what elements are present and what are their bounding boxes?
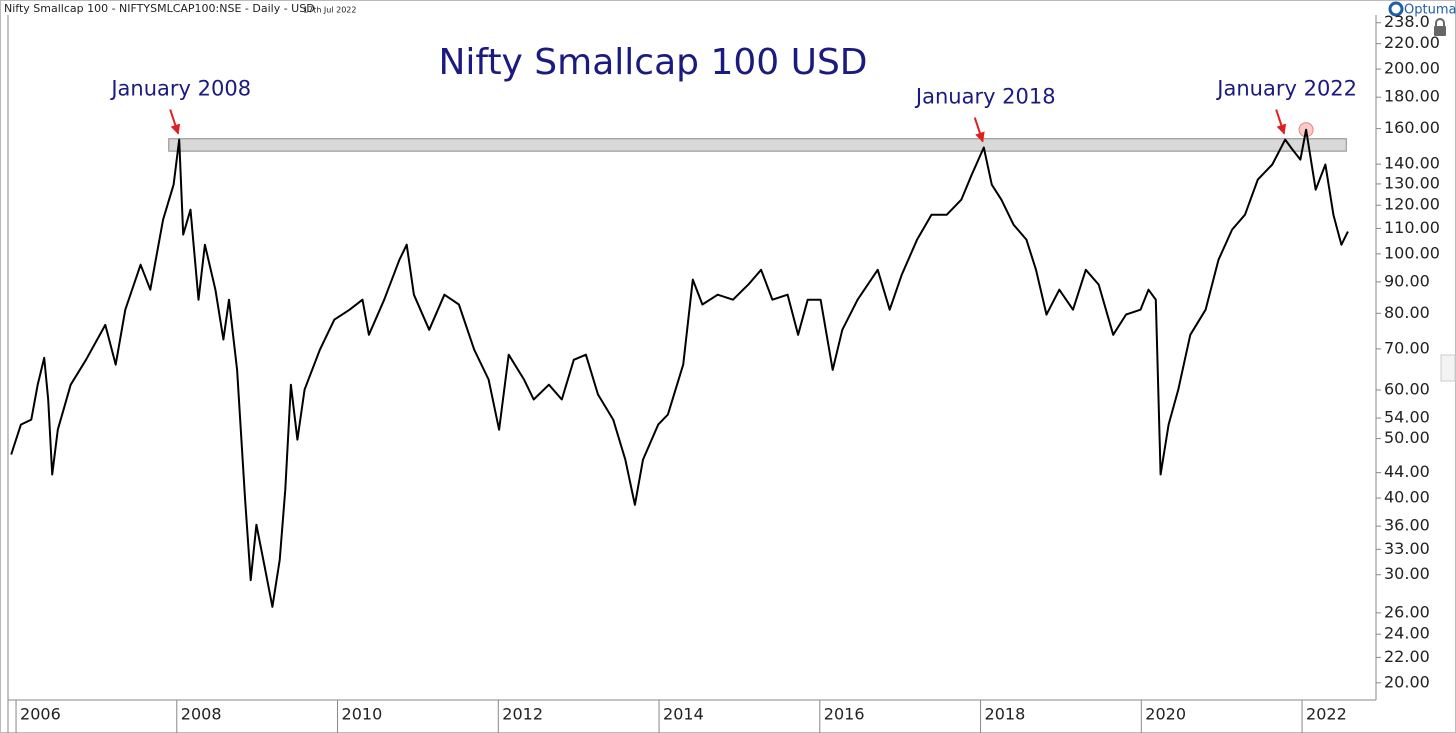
x-tick-label: 2018	[985, 705, 1026, 724]
brand: Optuma	[1404, 3, 1456, 18]
x-tick-label: 2020	[1145, 705, 1186, 724]
y-tick-label: 30.00	[1384, 564, 1430, 583]
y-tick-label: 100.00	[1384, 243, 1440, 262]
resistance-band	[168, 138, 1347, 152]
header-title: Nifty Smallcap 100 - NIFTYSMLCAP100:NSE …	[4, 2, 315, 15]
y-tick-label: 24.00	[1384, 624, 1430, 643]
y-tick-label: 160.00	[1384, 118, 1440, 137]
annotation-arrow	[973, 117, 985, 143]
x-tick-label: 2010	[342, 705, 383, 724]
lock-icon	[1435, 18, 1445, 26]
x-tick-label: 2016	[824, 705, 865, 724]
annotation-label: January 2022	[1215, 77, 1357, 101]
y-tick-label: 33.00	[1384, 539, 1430, 558]
header-date: 17th Jul 2022	[303, 6, 356, 15]
y-tick-label: 50.00	[1384, 428, 1430, 447]
y-tick-label: 140.00	[1384, 154, 1440, 173]
x-tick-label: 2008	[181, 705, 222, 724]
annotation-label: January 2018	[914, 85, 1056, 109]
annotation-arrow	[1275, 109, 1287, 135]
lock-icon	[1434, 26, 1446, 36]
annotation-label: January 2008	[109, 77, 251, 101]
y-tick-label: 80.00	[1384, 303, 1430, 322]
y-tick-label: 54.00	[1384, 408, 1430, 427]
y-tick-label: 40.00	[1384, 488, 1430, 507]
y-tick-label: 238.0	[1384, 12, 1430, 31]
y-tick-label: 60.00	[1384, 379, 1430, 398]
y-tick-label: 220.00	[1384, 33, 1440, 52]
x-tick-label: 2006	[20, 705, 61, 724]
y-tick-label: 70.00	[1384, 338, 1430, 357]
y-tick-label: 26.00	[1384, 602, 1430, 621]
y-tick-label: 22.00	[1384, 647, 1430, 666]
y-tick-label: 90.00	[1384, 271, 1430, 290]
y-tick-label: 36.00	[1384, 516, 1430, 535]
annotation-arrow	[169, 109, 181, 135]
x-tick-label: 2014	[663, 705, 704, 724]
y-tick-label: 130.00	[1384, 173, 1440, 192]
y-tick-label: 20.00	[1384, 672, 1430, 691]
y-tick-label: 44.00	[1384, 462, 1430, 481]
chart-title: Nifty Smallcap 100 USD	[438, 42, 867, 83]
x-tick-label: 2012	[502, 705, 543, 724]
y-tick-label: 180.00	[1384, 87, 1440, 106]
y-tick-label: 120.00	[1384, 195, 1440, 214]
y-tick-label: 200.00	[1384, 59, 1440, 78]
scroll-handle[interactable]	[1440, 354, 1456, 382]
x-tick-label: 2022	[1306, 705, 1347, 724]
y-tick-label: 110.00	[1384, 218, 1440, 237]
brand-logo	[1388, 1, 1404, 17]
price-line	[10, 128, 1349, 608]
